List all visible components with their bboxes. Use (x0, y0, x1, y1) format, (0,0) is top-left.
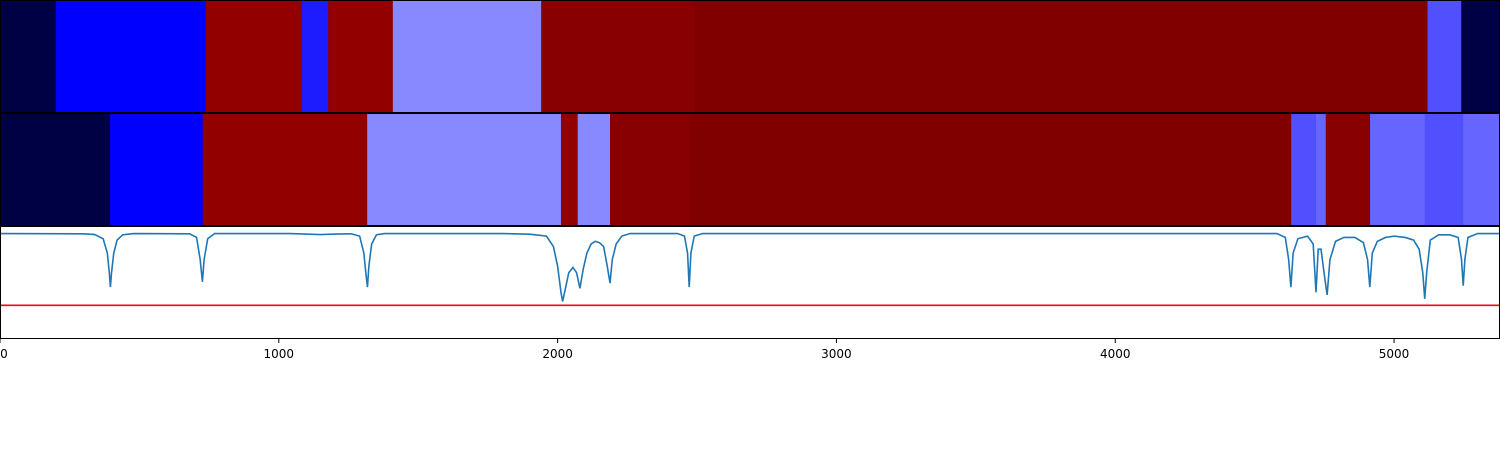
track-2-segment-6 (577, 114, 611, 225)
x-tick-label-4: 3000 (821, 347, 852, 361)
track-2-segment-7 (610, 114, 690, 225)
heatmap-track-2 (0, 114, 1500, 225)
track-2-segment-1 (0, 114, 111, 225)
x-tick-label-1: 0 (0, 347, 8, 361)
track-2-segment-12 (1370, 114, 1426, 225)
track-1-segment-8 (695, 1, 1429, 112)
track-2-segment-13 (1424, 114, 1464, 225)
track-1-segment-5 (328, 1, 394, 112)
track-1-segment-3 (205, 1, 303, 112)
track-2-segment-10 (1315, 114, 1327, 225)
signal-series-line (0, 232, 1500, 302)
x-tick-label-3: 2000 (542, 347, 573, 361)
track-2-segment-2 (110, 114, 204, 225)
x-tick-label-5: 4000 (1100, 347, 1131, 361)
track-2-segment-8 (689, 114, 1292, 225)
track-2-segment-5 (560, 114, 579, 225)
heatmap-track-1 (0, 1, 1500, 112)
track-2-segment-14 (1463, 114, 1500, 225)
x-tick-label-2: 1000 (264, 347, 295, 361)
track-2-segment-11 (1325, 114, 1371, 225)
track-1-segment-6 (392, 1, 542, 112)
signal-panel (0, 232, 1500, 307)
track-2-segment-3 (202, 114, 368, 225)
track-1-segment-10 (1461, 1, 1500, 112)
track-1-segment-2 (55, 1, 207, 112)
track-2-segment-9 (1291, 114, 1317, 225)
track-2-segment-4 (367, 114, 562, 225)
x-axis: 0 1000 2000 3000 4000 5000 (0, 338, 1409, 361)
x-tick-label-6: 5000 (1379, 347, 1410, 361)
track-1-segment-7 (541, 1, 696, 112)
track-1-segment-9 (1427, 1, 1462, 112)
track-1-segment-4 (301, 1, 329, 112)
track-1-segment-1 (0, 1, 57, 112)
signal-frame (0, 226, 1500, 339)
